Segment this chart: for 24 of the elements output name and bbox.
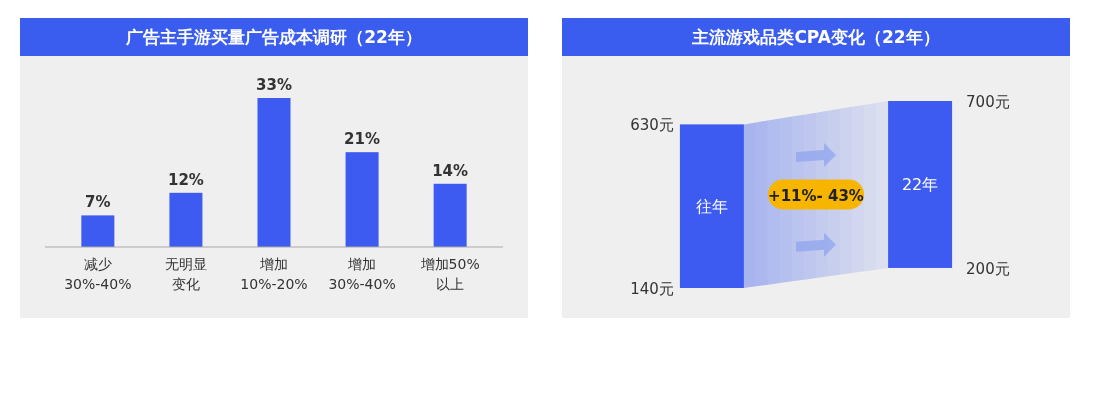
y-tick-label: 630元 [630,116,674,135]
data-label: 14% [432,161,469,180]
bar [433,183,467,247]
x-tick-label: 减少30%-40% [64,256,132,292]
data-label: 7% [85,193,111,212]
y2-tick-label: 200元 [966,259,1010,278]
annotation: +11%- 43% [768,186,864,205]
x-tick-label: 无明显变化 [164,256,207,292]
y-tick-label: 140元 [630,280,674,298]
bar [169,192,203,247]
chart-title: 广告主手游买量广告成本调研（22年） [125,27,422,47]
data-label: 33% [256,76,292,94]
bar [257,98,291,247]
data-label: 21% [344,130,381,149]
x-tick-label: 22年 [901,175,939,195]
x-tick-label: 增加30%-40% [328,256,396,292]
x-tick-label: 增加10%-20% [240,256,308,292]
bar [81,215,115,247]
x-tick-label: 增加50%以上 [419,256,480,292]
chart-title: 主流游戏品类CPA变化（22年） [691,27,940,47]
y2-tick-label: 700元 [966,93,1010,111]
x-tick-label: 往年 [695,197,728,217]
data-label: 12% [167,170,204,189]
bar [345,152,379,247]
